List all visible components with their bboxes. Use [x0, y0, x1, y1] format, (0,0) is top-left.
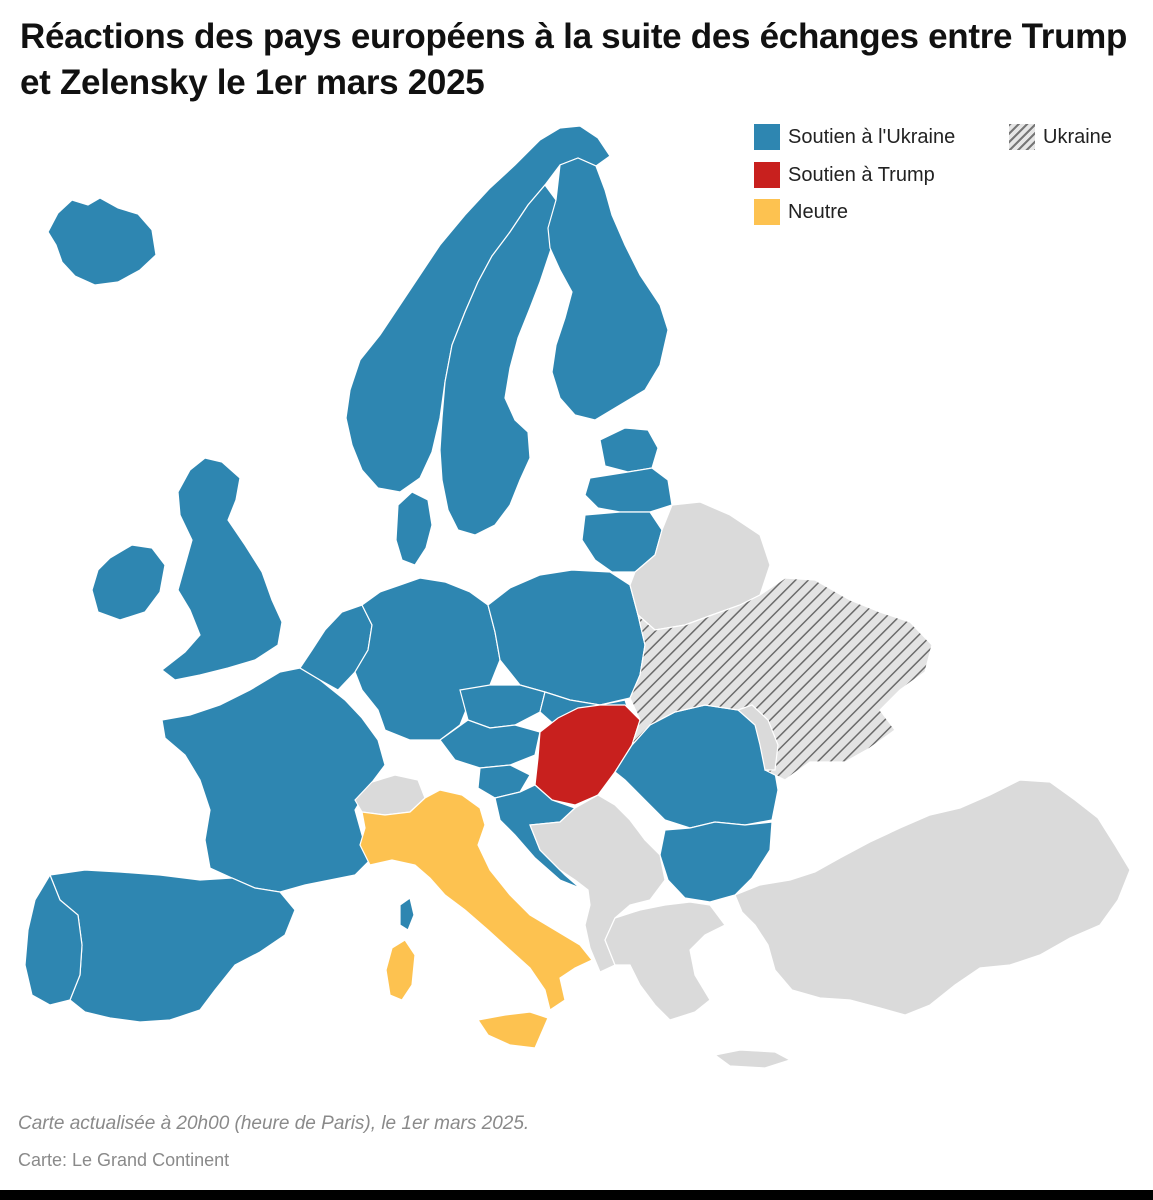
country-austria — [439, 719, 541, 769]
europe-map — [24, 125, 1131, 1069]
island-crete — [713, 1049, 792, 1069]
legend-item-support-trump: Soutien à Trump — [754, 162, 935, 188]
map-footnote: Carte actualisée à 20h00 (heure de Paris… — [18, 1113, 530, 1134]
island-sicily — [476, 1011, 549, 1049]
map-legend: Soutien à l'Ukraine Soutien à Trump Neut… — [754, 124, 1144, 234]
legend-item-neutral: Neutre — [754, 199, 848, 225]
country-latvia — [584, 467, 673, 513]
legend-item-support-ukraine: Soutien à l'Ukraine — [754, 124, 955, 150]
country-sweden — [439, 184, 559, 536]
legend-swatch-red — [754, 162, 780, 188]
legend-label: Soutien à l'Ukraine — [788, 125, 956, 148]
legend-label: Neutre — [788, 200, 849, 223]
country-denmark — [395, 491, 433, 566]
country-italy — [359, 789, 593, 1011]
country-norway — [345, 125, 611, 493]
country-bulgaria — [659, 821, 773, 903]
map-title: Réactions des pays européens à la suite … — [20, 17, 1128, 102]
country-turkey — [734, 779, 1131, 1016]
country-spain — [49, 869, 296, 1023]
legend-item-ukraine: Ukraine — [1009, 124, 1112, 150]
legend-label: Ukraine — [1043, 125, 1112, 148]
country-iceland — [47, 197, 157, 286]
country-ireland — [91, 544, 166, 621]
legend-swatch-blue — [754, 124, 780, 150]
island-sardinia — [385, 939, 416, 1001]
country-united-kingdom — [161, 457, 283, 681]
country-portugal — [24, 873, 83, 1006]
map-source: Carte: Le Grand Continent — [18, 1150, 230, 1170]
country-greece — [604, 901, 726, 1021]
country-moldova — [736, 704, 779, 771]
country-ukraine — [629, 577, 933, 781]
country-finland — [547, 157, 669, 421]
country-france — [161, 667, 386, 893]
island-corsica — [399, 897, 415, 931]
bottom-bar — [0, 1190, 1153, 1200]
country-estonia — [599, 427, 659, 473]
legend-swatch-yellow — [754, 199, 780, 225]
legend-label: Soutien à Trump — [788, 163, 935, 186]
legend-swatch-hatched — [1009, 124, 1035, 150]
